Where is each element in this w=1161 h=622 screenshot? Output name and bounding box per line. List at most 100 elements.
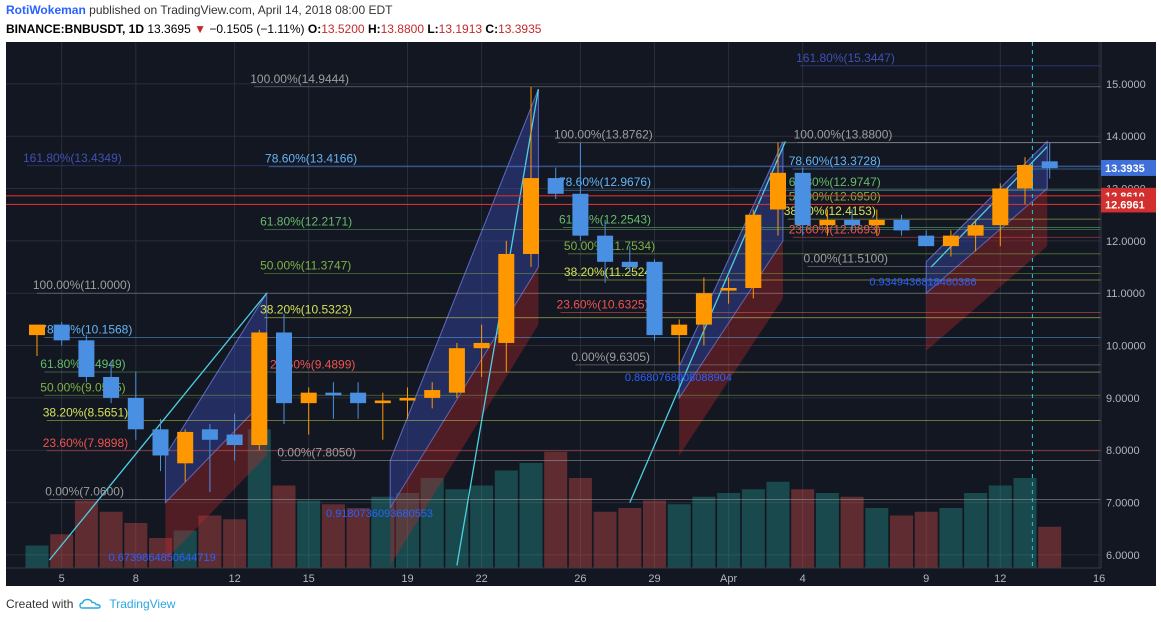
fib-level-label: 78.60%(12.9676) [559, 175, 651, 189]
volume-bar [173, 530, 197, 568]
time-tick-label: 16 [1093, 573, 1105, 585]
volume-bar [840, 496, 864, 568]
volume-bar [519, 463, 543, 568]
time-tick-label: 15 [303, 573, 315, 585]
fib-level-label: 161.80%(15.3447) [796, 51, 895, 65]
volume-bar [74, 500, 98, 568]
candle-body [177, 431, 194, 464]
symbol-label: BINANCE:BNBUSDT, 1D [6, 22, 145, 36]
price-tick-label: 7.0000 [1106, 498, 1140, 510]
volume-bar [247, 429, 271, 568]
high-value: 13.8800 [380, 22, 424, 36]
candle-body [893, 219, 910, 231]
volume-bar [396, 493, 419, 568]
fib-level-label: 100.00%(13.8800) [794, 127, 893, 141]
volume-bar [964, 493, 988, 568]
time-tick-label: 4 [800, 573, 806, 585]
time-tick-label: 22 [475, 573, 487, 585]
volume-bar [124, 523, 148, 568]
fib-level-label: 0.00%(7.8050) [277, 445, 356, 459]
price-tick-label: 9.0000 [1106, 393, 1140, 405]
candle-body [152, 429, 169, 456]
open-value: 13.5200 [321, 22, 365, 36]
price-chart[interactable]: 100.00%(14.9444) 78.60%(13.4166) 61.80%(12… [6, 42, 1156, 586]
price-tick-label: 12.0000 [1106, 236, 1146, 248]
close-value: 13.3935 [498, 22, 542, 36]
candle-body [868, 219, 885, 226]
volume-bar [692, 496, 716, 568]
tradingview-link[interactable]: TradingView [109, 597, 176, 611]
price-flag [1101, 159, 1156, 176]
candle-body [300, 392, 317, 404]
fib-level-label: 0.00%(7.0600) [45, 484, 124, 498]
volume-bar [297, 500, 321, 568]
candle-body [350, 392, 367, 404]
fib-level-label: 61.80%(12.2171) [260, 215, 352, 229]
publish-line: RotiWokeman published on TradingView.com… [6, 3, 392, 17]
fib-level-label: 100.00%(11.0000) [33, 278, 131, 292]
price-tick-label: 8.0000 [1106, 445, 1140, 457]
author-link[interactable]: RotiWokeman [6, 3, 86, 17]
price-flag-label: 12.6961 [1105, 199, 1145, 211]
candle-body [448, 348, 465, 393]
fib-level-label: 0.00%(11.5100) [804, 252, 889, 266]
candle-body [399, 397, 416, 401]
candle-body [29, 324, 45, 336]
time-tick-label: 12 [228, 573, 240, 585]
candle-body [695, 293, 712, 325]
fib-level-label: 161.80%(13.4349) [23, 151, 122, 165]
fib-level-label: 50.00%(12.6950) [789, 190, 881, 204]
candle-body [646, 261, 663, 336]
fib-channel-red [679, 240, 783, 456]
time-tick-label: Apr [720, 573, 737, 585]
candle-body [547, 178, 564, 194]
close-label: C: [485, 22, 499, 36]
fib-level-label: 78.60%(13.4166) [265, 152, 357, 166]
fib-level-label: 61.80%(12.9747) [789, 175, 881, 189]
volume-bar [939, 508, 963, 568]
chart-area[interactable]: 100.00%(14.9444) 78.60%(13.4166) 61.80%(12… [6, 42, 1156, 586]
fib-channel-red [926, 188, 1048, 351]
candle-body [523, 178, 539, 254]
fib-level-label: 100.00%(14.9444) [250, 72, 349, 86]
candle-body [53, 324, 70, 341]
time-tick-label: 29 [648, 573, 660, 585]
candle-body [621, 261, 638, 268]
fib-level-label: 100.00%(13.8762) [554, 128, 653, 142]
volume-bar [865, 508, 889, 568]
volume-bar [791, 489, 815, 568]
candle-body [226, 434, 243, 446]
last-price: 13.3695 [147, 22, 191, 36]
price-tick-label: 11.0000 [1106, 288, 1145, 300]
price-tick-label: 15.0000 [1106, 79, 1146, 91]
volume-bar [50, 534, 74, 568]
candle-body [819, 219, 836, 226]
time-tick-label: 12 [994, 573, 1006, 585]
fib-level-label: 50.00%(11.3747) [260, 259, 351, 273]
low-label: L: [427, 22, 439, 36]
candle-body [325, 392, 342, 396]
volume-bar [544, 451, 568, 568]
volume-bar [420, 478, 444, 568]
fib-level-label: 23.60%(7.9898) [43, 436, 128, 450]
candle-body [720, 287, 737, 291]
candle-body [794, 172, 811, 226]
volume-bar [717, 493, 741, 568]
price-tick-label: 14.0000 [1106, 131, 1146, 143]
time-tick-label: 8 [133, 573, 139, 585]
volume-bar [568, 478, 592, 568]
low-value: 13.1913 [438, 22, 483, 36]
volume-bar [494, 470, 518, 568]
volume-bar [741, 489, 765, 568]
volume-bar [198, 515, 222, 568]
candle-body [251, 332, 268, 446]
fib-level-label: 38.20%(11.2524) [564, 265, 655, 279]
price-tick-label: 6.0000 [1106, 550, 1140, 562]
volume-bar [1038, 526, 1062, 568]
candle-body [276, 332, 292, 404]
volume-bar [766, 481, 790, 568]
time-tick-label: 5 [59, 573, 65, 585]
candle-body [844, 219, 861, 226]
ratio-label: 0.6739864850644719 [109, 552, 216, 564]
volume-bar [593, 511, 617, 568]
